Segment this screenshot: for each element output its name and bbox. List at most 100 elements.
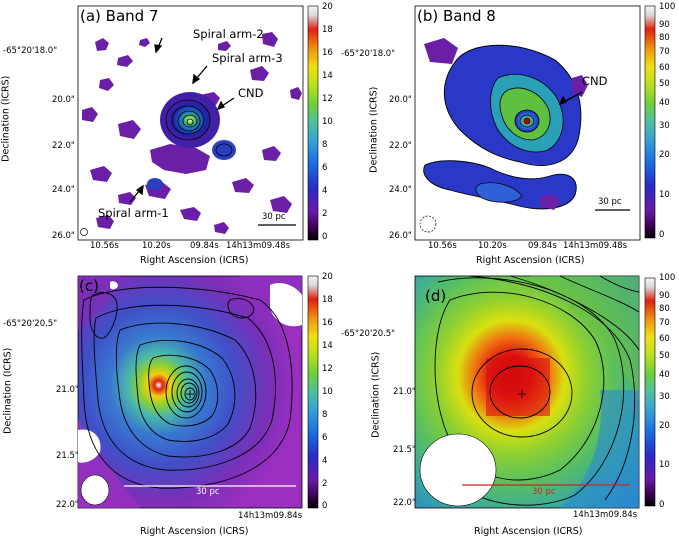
panel-c-ytick: -65°20'20.5": [3, 319, 58, 329]
panel-d-image: [414, 275, 640, 509]
panel-a-cbar-tick: 6: [322, 163, 328, 173]
panel-a-ylabel: Declination (ICRS): [0, 75, 12, 162]
panel-a-ytick: 26.0": [52, 231, 75, 241]
panel-c-ytick: 22.0": [56, 500, 79, 510]
panel-a-ytick: -65°20'18.0": [3, 46, 58, 56]
panel-a-cbar-tick: 4: [322, 186, 328, 196]
panel-a-annotation-spiral-arm-1: Spiral arm-1: [98, 206, 169, 220]
panel-a-cbar-tick: 18: [322, 25, 333, 35]
panel-d-cbar-tick: 80: [659, 304, 670, 314]
panel-d-cbar-tick: 70: [659, 318, 670, 328]
panel-c-cbar-tick: 10: [322, 387, 333, 397]
panel-a-ytick: 24.0": [52, 185, 75, 195]
panel-a-cbar-tick: 12: [322, 94, 333, 104]
panel-d-ytick: -65°20'20.5": [341, 329, 396, 339]
panel-c-cbar-tick: 4: [322, 456, 328, 466]
panel-a-cbar-tick: 10: [322, 117, 333, 127]
panel-b-xtick: 10.20s: [478, 241, 507, 251]
panel-c-ytick: 21.0": [56, 385, 79, 395]
panel-c-cbar-tick: 16: [322, 318, 333, 328]
panel-c-cbar-tick: 6: [322, 433, 328, 443]
panel-d-cbar-tick: 50: [659, 351, 670, 361]
panel-a-xtick: 10.56s: [90, 241, 119, 251]
panel-b-cbar-tick: 50: [659, 79, 670, 89]
panel-b-ytick: 20.0": [389, 95, 412, 105]
panel-d-title: (d): [425, 287, 447, 305]
panel-d-colorbar: [644, 277, 656, 507]
panel-a-annotation-cnd: CND: [238, 86, 264, 100]
panel-a-arrows: [129, 37, 235, 203]
panel-c-scale-label: 30 pc: [196, 487, 220, 497]
panel-b-cbar-tick: 10: [659, 190, 670, 200]
panel-a-xlabel: Right Ascension (ICRS): [140, 255, 249, 266]
panel-c-contours: [81, 286, 293, 489]
panel-b-cbar-tick: 0: [659, 230, 665, 240]
panel-a-xtick: 09.84s: [190, 241, 219, 251]
panel-d-cbar-tick: 30: [659, 392, 670, 402]
panel-c-ylabel: Declination (ICRS): [2, 347, 14, 434]
panel-d-xlabel: Right Ascension (ICRS): [474, 526, 583, 537]
panel-b-colorbar: [644, 5, 656, 239]
panel-a-title: (a) Band 7: [80, 7, 159, 25]
panel-d-ylabel: Declination (ICRS): [370, 351, 382, 438]
panel-d-cbar-tick: 40: [659, 370, 670, 380]
panel-b-xtick: 14h13m09.48s: [563, 241, 628, 251]
panel-c-title: (c): [79, 277, 99, 295]
panel-d-cbar-tick: 10: [659, 460, 670, 470]
panel-b-annotation-cnd: CND: [582, 74, 608, 88]
panel-c-xtick: 14h13m09.84s: [238, 511, 303, 521]
panel-a-annotation-spiral-arm-2: Spiral arm-2: [193, 27, 264, 41]
panel-b-cbar-tick: 80: [659, 33, 670, 43]
panel-a-colorbar: [307, 5, 319, 241]
panel-a-xtick: 14h13m09.48s: [226, 241, 291, 251]
panel-a-scale-label: 30 pc: [262, 212, 286, 222]
panel-d-contours: [434, 275, 640, 506]
panel-c-cbar-tick: 18: [322, 295, 333, 305]
panel-a-cbar-tick: 2: [322, 209, 328, 219]
panel-d-cbar-tick: 20: [659, 421, 670, 431]
panel-d-cbar-tick: 0: [659, 500, 665, 510]
panel-c-xlabel: Right Ascension (ICRS): [140, 526, 249, 537]
panel-b-cbar-tick: 60: [659, 63, 670, 73]
panel-b-cbar-tick: 70: [659, 47, 670, 57]
panel-b-scale-label: 30 pc: [598, 197, 622, 207]
panel-d-beam: [419, 433, 497, 507]
panel-d-cbar-tick: 90: [659, 291, 670, 301]
panel-c-beam: [80, 474, 110, 506]
panel-d-ytick: 21.0": [393, 387, 416, 397]
panel-b-ytick: 26.0": [389, 231, 412, 241]
panel-d-scale-label: 30 pc: [532, 487, 556, 497]
panel-c-cbar-tick: 8: [322, 410, 328, 420]
panel-b-cbar-tick: 20: [659, 150, 670, 160]
panel-b-xlabel: Right Ascension (ICRS): [476, 255, 585, 266]
panel-d-cbar-tick: 100: [659, 273, 676, 283]
panel-b-cbar-tick: 90: [659, 20, 670, 30]
panel-b-arrow: [558, 91, 583, 106]
panel-b-beam: [419, 215, 437, 233]
panel-b-xtick: 09.84s: [528, 241, 557, 251]
panel-d-xtick: 14h13m09.84s: [573, 510, 638, 520]
panel-d-cbar-tick: 60: [659, 334, 670, 344]
panel-b-ytick: 22.0": [389, 141, 412, 151]
panel-c-image: [77, 275, 303, 509]
panel-c-colorbar: [307, 275, 319, 509]
panel-a-ytick: 20.0": [52, 95, 75, 105]
panel-d-ytick: 22.0": [393, 498, 416, 508]
panel-a-annotation-spiral-arm-3: Spiral arm-3: [212, 51, 283, 65]
panel-a-xtick: 10.20s: [142, 241, 171, 251]
panel-b-ytick: 24.0": [389, 185, 412, 195]
panel-a-cbar-tick: 20: [322, 2, 333, 12]
panel-b-xtick: 10.56s: [428, 241, 457, 251]
panel-c-cbar-tick: 2: [322, 479, 328, 489]
panel-b-ytick: -65°20'18.0": [341, 49, 396, 59]
panel-a-contours: [165, 99, 233, 157]
panel-c-ytick: 21.5": [56, 451, 79, 461]
panel-b-title: (b) Band 8: [417, 7, 496, 25]
panel-c-cbar-tick: 14: [322, 341, 333, 351]
panel-b-cbar-tick: 30: [659, 121, 670, 131]
panel-a-cbar-tick: 14: [322, 71, 333, 81]
panel-c-cbar-tick: 12: [322, 364, 333, 374]
panel-a-image: [77, 5, 304, 241]
panel-d-ytick: 21.5": [393, 445, 416, 455]
